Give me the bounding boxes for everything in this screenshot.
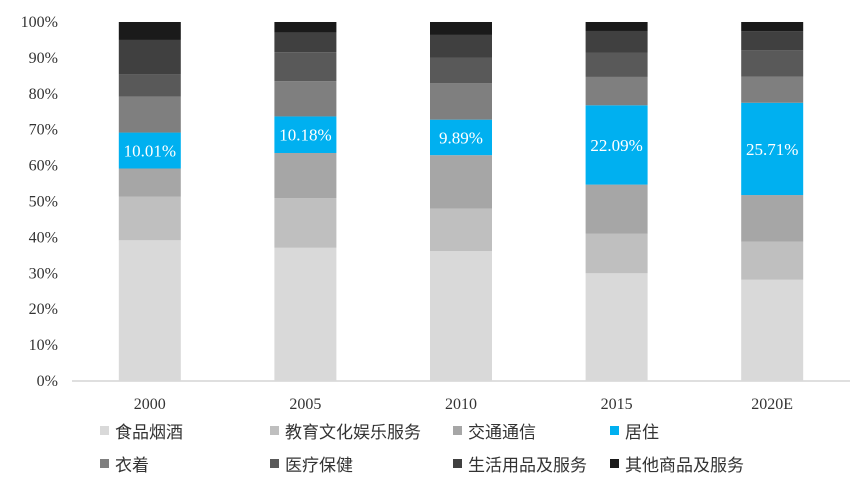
- data-label: 9.89%: [439, 128, 483, 147]
- bar-segment: [741, 102, 804, 196]
- bar-segment: [741, 22, 804, 32]
- y-tick-label: 80%: [29, 86, 58, 103]
- data-label: 10.18%: [279, 126, 331, 145]
- bar-segment: [430, 83, 492, 120]
- bar-segment: [585, 22, 648, 31]
- legend-label: 医疗保健: [285, 455, 353, 476]
- legend-swatch: [270, 425, 279, 435]
- bar-segment: [430, 57, 492, 84]
- bar-segment: [430, 208, 492, 252]
- y-tick-label: 10%: [29, 337, 58, 354]
- bar-segment: [741, 50, 804, 77]
- legend-item: 交通通信: [453, 418, 610, 443]
- bar-segment: [118, 96, 181, 133]
- data-label: 25.71%: [746, 140, 798, 159]
- bar-segment: [274, 52, 337, 82]
- legend-label: 其他商品及服务: [625, 455, 744, 476]
- legend: 食品烟酒 教育文化娱乐服务 交通通信 居住 衣着 医疗保健 生活用品及服务 其他…: [100, 418, 820, 476]
- legend-swatch: [453, 458, 462, 468]
- stacked-bar-chart: 0% 10% 20% 30% 40% 50% 60% 70% 80% 90% 100% 10.01% 2…: [21, 14, 850, 410]
- x-tick-label: 2010: [445, 396, 477, 410]
- y-tick-label: 100%: [21, 14, 58, 31]
- bar-segment: [585, 105, 648, 185]
- legend-item: 食品烟酒: [100, 418, 270, 443]
- bar-segment: [274, 32, 337, 53]
- bar-segment: [585, 52, 648, 77]
- bar-segment: [741, 195, 804, 242]
- legend-item: 医疗保健: [270, 451, 453, 476]
- bar-segment: [585, 76, 648, 106]
- bar-segment: [274, 22, 337, 33]
- y-tick-label: 30%: [29, 265, 58, 282]
- legend-swatch: [100, 458, 109, 468]
- bar-segment: [430, 22, 492, 35]
- y-tick-label: 90%: [29, 50, 58, 67]
- bar-segment: [118, 74, 181, 97]
- bar-segment: [585, 233, 648, 274]
- bar-segment: [274, 198, 337, 248]
- y-tick-label: 60%: [29, 158, 58, 175]
- legend-swatch: [610, 458, 619, 468]
- bar-segment: [430, 155, 492, 209]
- y-tick-label: 20%: [29, 301, 58, 318]
- y-tick-label: 0%: [37, 373, 58, 390]
- legend-swatch: [100, 425, 109, 435]
- x-tick-label: 2005: [289, 396, 321, 410]
- bar-segment: [430, 34, 492, 58]
- bar-segment: [274, 247, 337, 381]
- legend-label: 衣着: [115, 455, 149, 476]
- bar-segment: [274, 81, 337, 117]
- x-tick-label: 2000: [134, 396, 166, 410]
- legend-label: 交通通信: [468, 422, 536, 443]
- bar-segment: [585, 184, 648, 234]
- legend-swatch: [610, 425, 619, 435]
- bar-segment: [741, 31, 804, 51]
- y-tick-label: 40%: [29, 229, 58, 246]
- bar-segment: [118, 39, 181, 75]
- bar-segment: [741, 279, 804, 381]
- legend-label: 食品烟酒: [115, 422, 183, 443]
- legend-label: 教育文化娱乐服务: [285, 422, 421, 443]
- legend-item: 生活用品及服务: [453, 451, 610, 476]
- legend-label: 生活用品及服务: [468, 455, 587, 476]
- legend-item: 其他商品及服务: [610, 451, 770, 476]
- bar-segment: [274, 152, 337, 199]
- bar-segment: [118, 22, 181, 40]
- bar-segment: [741, 76, 804, 103]
- data-label: 10.01%: [124, 142, 176, 161]
- data-label: 22.09%: [590, 136, 642, 155]
- bar-segment: [118, 168, 181, 197]
- y-tick-label: 50%: [29, 194, 58, 211]
- bar-segment: [585, 273, 648, 381]
- legend-item: 居住: [610, 418, 760, 443]
- legend-label: 居住: [625, 422, 659, 443]
- bar-segment: [741, 241, 804, 280]
- bar-segment: [430, 119, 492, 156]
- bar-segment: [430, 251, 492, 381]
- legend-swatch: [270, 458, 279, 468]
- legend-swatch: [453, 425, 462, 435]
- bar-segment: [118, 240, 181, 381]
- bar-segment: [118, 196, 181, 241]
- bar-segment: [118, 132, 181, 169]
- legend-item: 教育文化娱乐服务: [270, 418, 453, 443]
- y-tick-label: 70%: [29, 122, 58, 139]
- x-tick-label: 2015: [601, 396, 633, 410]
- bar-segment: [274, 116, 337, 153]
- x-tick-label: 2020E: [751, 396, 793, 410]
- legend-item: 衣着: [100, 451, 270, 476]
- bar-segment: [585, 30, 648, 53]
